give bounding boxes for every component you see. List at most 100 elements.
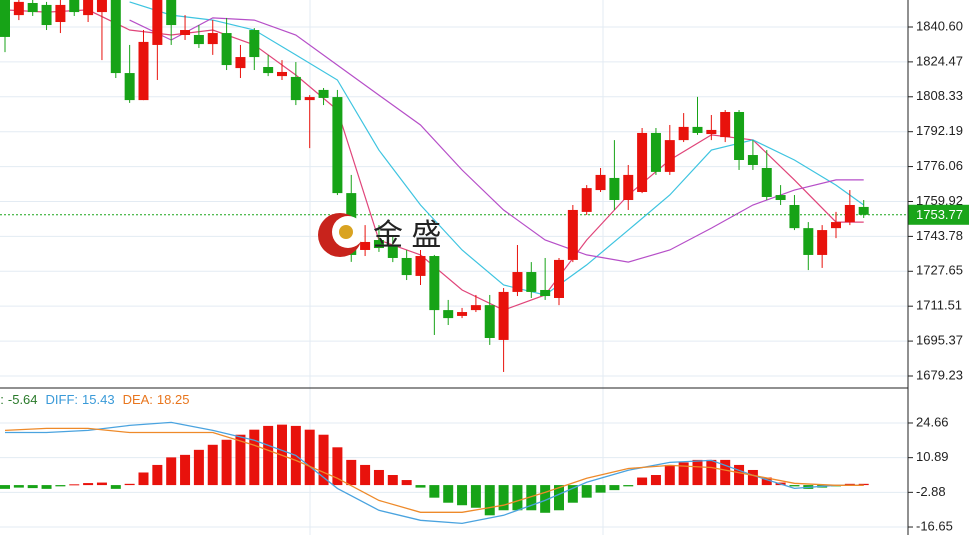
histogram-bar — [650, 475, 661, 486]
histogram-bar — [235, 434, 246, 486]
candle-body — [457, 312, 468, 316]
histogram-bar — [789, 485, 800, 487]
candle-body — [13, 1, 24, 16]
histogram-bar — [858, 483, 869, 486]
legend-name: DIFF: — [46, 392, 79, 407]
histogram-bar — [457, 485, 468, 506]
candle-body — [734, 111, 745, 161]
y-tick-label: 1711.51 — [916, 298, 962, 313]
candle-body — [318, 89, 329, 98]
histogram-bar — [567, 485, 578, 503]
histogram-bar — [692, 459, 703, 486]
candle-body — [526, 272, 537, 292]
candle-body — [263, 67, 274, 74]
indicator-line — [129, 17, 864, 263]
histogram-bar — [540, 485, 551, 513]
histogram-bar — [706, 459, 717, 486]
candle-body — [221, 33, 232, 66]
candle-body — [152, 0, 163, 45]
candle-body — [235, 57, 246, 69]
candle-body — [249, 30, 260, 58]
watermark: 金 盛 — [318, 213, 441, 257]
y-tick-label: 1743.78 — [916, 228, 963, 243]
histogram-bar — [193, 449, 204, 486]
candle-body — [55, 4, 66, 23]
candle-body — [664, 140, 675, 172]
histogram-bar — [609, 485, 620, 491]
histogram-bar — [415, 485, 426, 488]
histogram-bar — [373, 469, 384, 486]
candle-body — [373, 240, 384, 249]
y-tick-label: -16.65 — [916, 518, 953, 533]
histogram-bar — [484, 485, 495, 516]
histogram-bar — [498, 485, 509, 511]
legend-entry: MACD: -5.64 — [0, 392, 38, 407]
candle-body — [401, 257, 412, 276]
histogram-bar — [332, 447, 343, 486]
candle-body — [470, 305, 481, 311]
histogram-bar — [207, 444, 218, 486]
histogram-bar — [152, 464, 163, 486]
last-price-tag — [908, 204, 969, 225]
watermark-text: 金 盛 — [373, 219, 441, 252]
candle-body — [540, 289, 551, 297]
histogram-bar — [41, 485, 52, 489]
candle-body — [831, 222, 841, 229]
y-tick-label: 24.66 — [916, 414, 949, 429]
candle-body — [581, 188, 592, 212]
candle-body — [858, 206, 869, 215]
candle-body — [166, 0, 177, 26]
histogram-bar — [0, 485, 10, 489]
candle-body — [124, 73, 135, 101]
legend-entry: DIFF: 15.43 — [46, 392, 115, 407]
histogram-bar — [110, 485, 121, 489]
legend-value: 18.25 — [157, 392, 190, 407]
candle-body — [484, 305, 495, 338]
candle-body — [332, 97, 343, 194]
histogram-bar — [387, 475, 398, 486]
y-tick-label: 1727.65 — [916, 263, 963, 278]
histogram-bar — [429, 485, 440, 498]
histogram-bar — [678, 462, 689, 486]
y-tick-label: 1840.60 — [916, 18, 963, 33]
candle-body — [41, 4, 52, 26]
candle-body — [678, 126, 689, 141]
candle-body — [775, 195, 786, 201]
legend-entry: DEA: 18.25 — [123, 392, 190, 407]
candle-body — [387, 244, 398, 258]
candle-body — [443, 310, 454, 319]
y-tick-label: 1679.23 — [916, 367, 963, 382]
histogram-bar — [595, 485, 606, 493]
candle-body — [415, 256, 426, 276]
candle-body — [429, 256, 440, 311]
candle-body — [193, 34, 204, 45]
candle-body — [290, 76, 301, 101]
histogram-bar — [734, 464, 745, 486]
candle-body — [692, 126, 703, 133]
histogram-bar — [124, 483, 135, 486]
candle-body — [706, 129, 717, 135]
histogram-bar — [318, 434, 329, 486]
candle-body — [360, 241, 371, 250]
histogram-bar — [96, 482, 107, 486]
legend-name: DEA: — [123, 392, 153, 407]
y-tick-label: 1824.47 — [916, 53, 963, 68]
legend-value: 15.43 — [82, 392, 115, 407]
candle-body — [69, 0, 80, 13]
histogram-bar — [55, 485, 66, 487]
histogram-bar — [249, 429, 260, 486]
legend-name: MACD: — [0, 392, 4, 407]
candle-body — [180, 30, 191, 35]
candle-body — [623, 174, 634, 201]
candle-body — [567, 209, 578, 260]
histogram-bar — [69, 484, 80, 486]
candle-body — [512, 272, 523, 292]
candle-body — [720, 111, 731, 138]
legend-value: -5.64 — [8, 392, 38, 407]
histogram-bar — [304, 429, 315, 486]
histogram-bar — [360, 464, 371, 486]
candle-body — [277, 71, 287, 77]
histogram-bar — [512, 485, 523, 511]
candle-body — [304, 97, 315, 101]
